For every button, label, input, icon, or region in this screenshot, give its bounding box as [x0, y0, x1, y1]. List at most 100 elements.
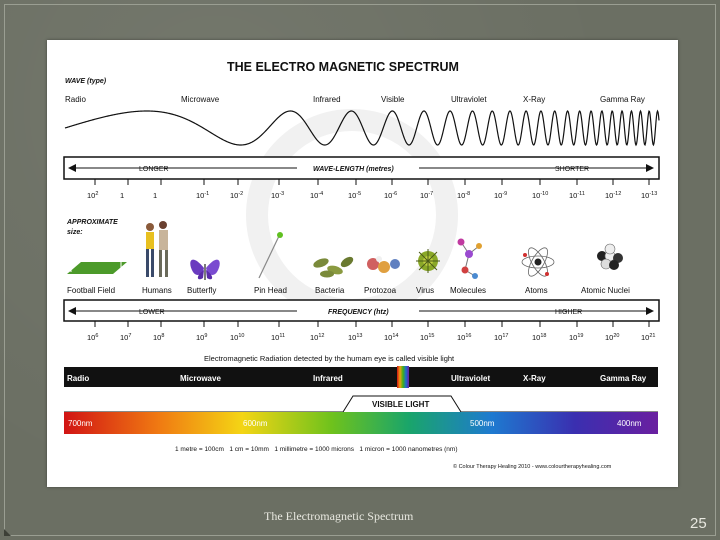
frequency-tick-label: 1011	[271, 333, 285, 342]
wave-type-gamma: Gamma Ray	[600, 95, 645, 104]
credit-line: © Colour Therapy Healing 2010 - www.colo…	[453, 463, 612, 470]
visible-light-label: VISIBLE LIGHT	[372, 400, 429, 409]
corner-decoration	[4, 529, 11, 536]
color-spectrum: 700nm 600nm 500nm 400nm	[64, 412, 658, 434]
wavelength-tick-label: 1	[120, 191, 124, 200]
frequency-lower: LOWER	[139, 309, 165, 316]
frequency-higher: HIGHER	[555, 309, 582, 316]
band-ultraviolet: Ultraviolet	[451, 374, 490, 383]
size-label-nuclei: Atomic Nuclei	[581, 286, 630, 295]
frequency-tick-label: 1021	[641, 333, 655, 342]
wavelength-tick-label: 1	[153, 191, 157, 200]
slide-number: 25	[690, 515, 707, 532]
band-infrared: Infrared	[313, 374, 343, 383]
frequency-tick-label: 1012	[310, 333, 324, 342]
watermark-circle	[246, 109, 458, 321]
wavelength-tick-label: 10-2	[230, 191, 243, 200]
frequency-tick-label: 1019	[569, 333, 583, 342]
wave-type-ultraviolet: Ultraviolet	[451, 95, 487, 104]
wavelength-tick-label: 10-6	[384, 191, 397, 200]
spectrum-diagram-card: THE ELECTRO MAGNETIC SPECTRUM WAVE (type…	[47, 40, 678, 487]
frequency-tick-label: 1013	[348, 333, 362, 342]
wavelength-tick-label: 10-1	[196, 191, 209, 200]
unit-conversions: 1 metre = 100cm 1 cm = 10mm 1 millimetre…	[175, 446, 458, 453]
band-xray: X-Ray	[523, 374, 546, 383]
approx-label: APPROXIMATE	[66, 219, 118, 226]
wavelength-title: WAVE-LENGTH (metres)	[313, 166, 394, 173]
band-bar: Radio Microwave Infrared Ultraviolet X-R…	[64, 366, 658, 388]
football-field-image	[67, 262, 127, 274]
molecules-image	[457, 238, 482, 279]
frequency-tick-label: 1014	[384, 333, 398, 342]
wavelength-tick-label: 10-4	[310, 191, 323, 200]
wavelength-tick-label: 10-8	[457, 191, 470, 200]
wave-type-radio: Radio	[65, 95, 86, 104]
nuclei-image	[597, 243, 623, 270]
wavelength-tick-label: 10-7	[420, 191, 433, 200]
frequency-tick-label: 1015	[420, 333, 434, 342]
humans-image	[146, 221, 168, 277]
diagram-title: THE ELECTRO MAGNETIC SPECTRUM	[227, 60, 459, 74]
size-label-molecules: Molecules	[450, 286, 486, 295]
size-label-butterfly: Butterfly	[187, 286, 216, 295]
spectrum-600nm: 600nm	[243, 419, 268, 428]
wavelength-ticks: 102 1 1 10-1 10-2 10-3 10-4 10-5 10-6 10-7 10-8 10-…	[87, 179, 657, 200]
wave-curve	[64, 109, 660, 147]
atom-image	[521, 247, 555, 277]
band-radio: Radio	[67, 374, 89, 383]
approx-size-label: size:	[67, 229, 83, 236]
frequency-tick-label: 1010	[230, 333, 244, 342]
wave-type-infrared: Infrared	[313, 95, 341, 104]
wavelength-bar: LONGER WAVE-LENGTH (metres) SHORTER	[63, 156, 660, 180]
slide-caption: The Electromagnetic Spectrum	[264, 509, 414, 523]
size-label-pinhead: Pin Head	[254, 286, 287, 295]
size-label-atoms: Atoms	[525, 286, 548, 295]
frequency-tick-label: 107	[120, 333, 131, 342]
wave-type-visible: Visible	[381, 95, 405, 104]
frequency-ticks: 106 107 108 109 1010 1011 1012 1013 1014 1015 1016…	[87, 321, 655, 342]
frequency-tick-label: 106	[87, 333, 98, 342]
frequency-title: FREQUENCY (htz)	[328, 309, 389, 316]
frequency-tick-label: 109	[196, 333, 207, 342]
band-gamma: Gamma Ray	[600, 374, 647, 383]
virus-image	[416, 249, 440, 273]
bacteria-image	[313, 256, 354, 278]
pin-head-image	[258, 232, 283, 279]
wavelength-tick-label: 10-10	[532, 191, 548, 200]
protozoa-image	[367, 256, 400, 273]
wavelength-tick-label: 10-13	[641, 191, 657, 200]
size-label-humans: Humans	[142, 286, 172, 295]
wavelength-shorter: SHORTER	[555, 166, 589, 173]
slide-frame	[4, 4, 716, 536]
size-labels: Football Field Humans Butterfly Pin Head…	[67, 286, 630, 295]
wavelength-tick-label: 10-9	[494, 191, 507, 200]
visible-light-callout: VISIBLE LIGHT	[64, 395, 658, 413]
wavelength-tick-label: 102	[87, 191, 98, 200]
wavelength-tick-label: 10-12	[605, 191, 621, 200]
wavelength-tick-label: 10-3	[271, 191, 284, 200]
frequency-bar: LOWER FREQUENCY (htz) HIGHER	[63, 299, 660, 322]
size-label-bacteria: Bacteria	[315, 286, 345, 295]
visible-light-note: Electromagnetic Radiation detected by th…	[204, 354, 455, 363]
wave-type-xray: X-Ray	[523, 95, 545, 104]
size-label-football: Football Field	[67, 286, 115, 295]
frequency-tick-label: 1016	[457, 333, 471, 342]
butterfly-image	[190, 259, 220, 280]
spectrum-400nm: 400nm	[617, 419, 642, 428]
spectrum-700nm: 700nm	[68, 419, 93, 428]
wavelength-tick-label: 10-5	[348, 191, 361, 200]
frequency-tick-label: 1017	[494, 333, 508, 342]
spectrum-diagram: THE ELECTRO MAGNETIC SPECTRUM WAVE (type…	[63, 60, 660, 470]
frequency-tick-label: 1018	[532, 333, 546, 342]
frequency-tick-label: 1020	[605, 333, 619, 342]
wavelength-longer: LONGER	[139, 166, 169, 173]
size-label-virus: Virus	[416, 286, 434, 295]
wave-type-labels: Radio Microwave Infrared Visible Ultravi…	[65, 95, 645, 104]
band-microwave: Microwave	[180, 374, 221, 383]
size-label-protozoa: Protozoa	[364, 286, 397, 295]
wave-type-microwave: Microwave	[181, 95, 220, 104]
spectrum-500nm: 500nm	[470, 419, 495, 428]
frequency-tick-label: 108	[153, 333, 164, 342]
wave-type-label: WAVE (type)	[65, 78, 107, 85]
wavelength-tick-label: 10-11	[569, 191, 585, 200]
